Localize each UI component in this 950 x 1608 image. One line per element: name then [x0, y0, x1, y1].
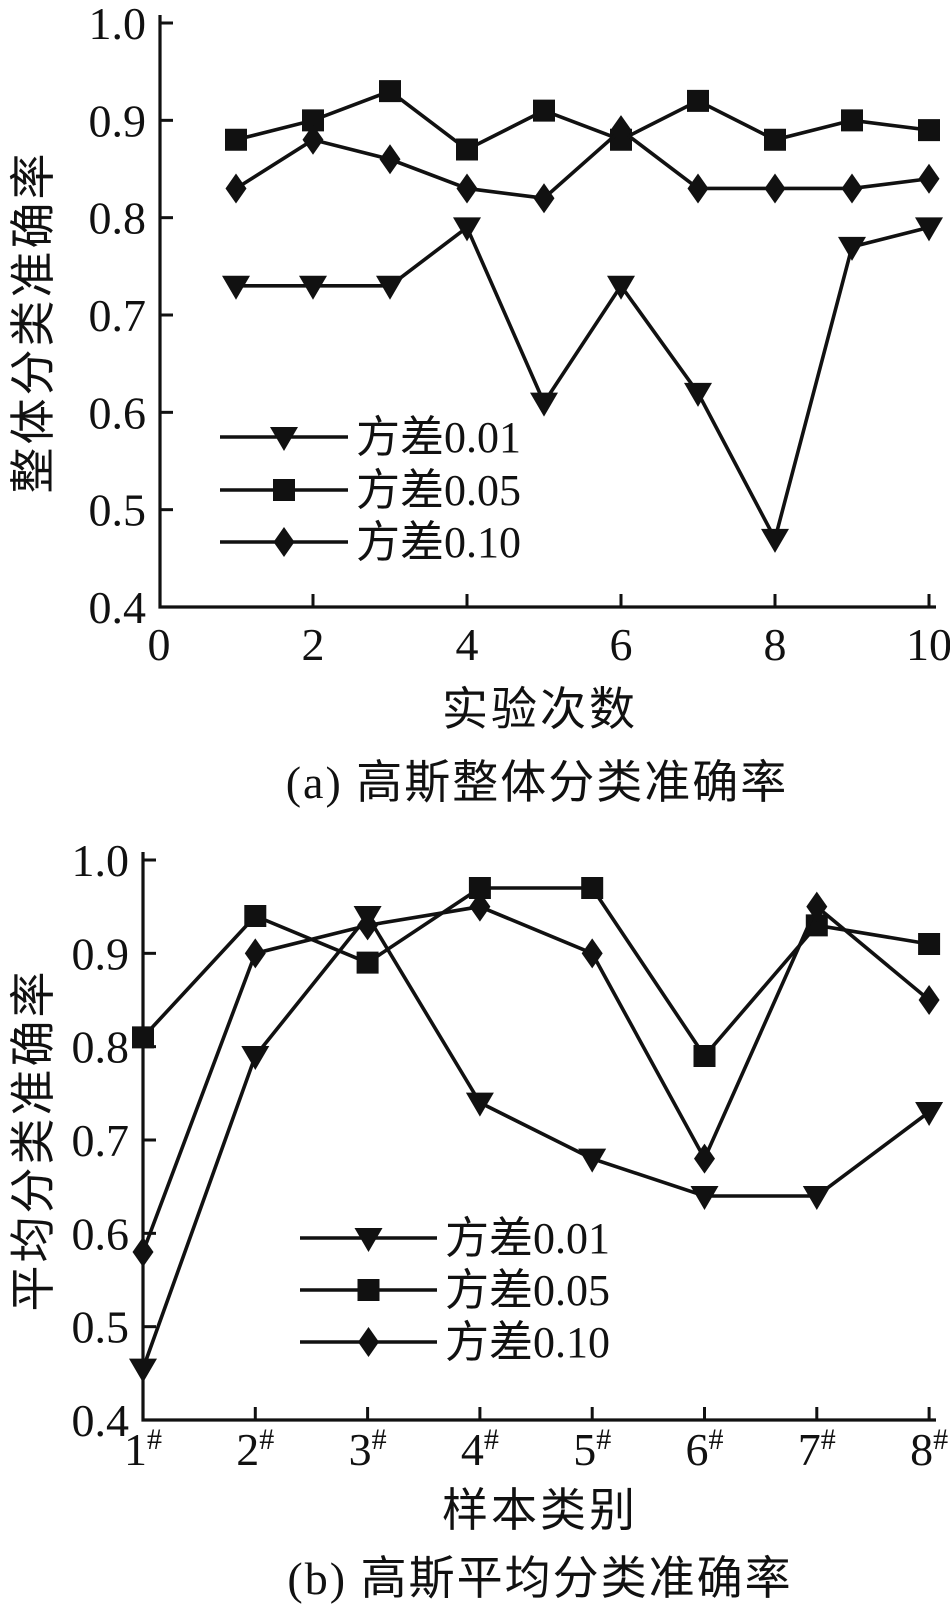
- svg-text:1.0: 1.0: [72, 835, 130, 886]
- svg-text:0.9: 0.9: [72, 928, 130, 979]
- svg-text:8: 8: [764, 619, 787, 670]
- svg-text:2: 2: [302, 619, 325, 670]
- chart-a-ylabel: 整体分类准确率: [8, 150, 59, 494]
- svg-text:0.4: 0.4: [89, 582, 147, 633]
- svg-text:方差0.05: 方差0.05: [356, 466, 521, 515]
- svg-text:0.4: 0.4: [72, 1395, 130, 1446]
- svg-text:0.7: 0.7: [89, 290, 147, 341]
- chart-b-ylabel: 平均分类准确率: [8, 968, 59, 1312]
- svg-text:方差0.01: 方差0.01: [356, 413, 521, 462]
- chart-b-xlabel: 样本类别: [442, 1485, 638, 1536]
- svg-text:10: 10: [906, 619, 950, 670]
- svg-text:4#: 4#: [461, 1423, 499, 1475]
- svg-text:3#: 3#: [349, 1423, 387, 1475]
- chart-a-xlabel: 实验次数: [442, 684, 638, 735]
- svg-text:0.5: 0.5: [72, 1302, 130, 1353]
- svg-text:方差0.05: 方差0.05: [445, 1266, 610, 1315]
- svg-text:方差0.01: 方差0.01: [445, 1214, 610, 1263]
- svg-text:4: 4: [456, 619, 479, 670]
- svg-text:0.6: 0.6: [89, 387, 147, 438]
- svg-text:方差0.10: 方差0.10: [356, 518, 521, 567]
- svg-text:方差0.10: 方差0.10: [445, 1318, 610, 1367]
- svg-text:7#: 7#: [798, 1423, 836, 1475]
- chart-a-caption: (a) 高斯整体分类准确率: [285, 757, 789, 808]
- chart-b-caption: (b) 高斯平均分类准确率: [287, 1553, 793, 1604]
- svg-text:6#: 6#: [686, 1423, 724, 1475]
- chart-a-plot: 1.0 0.9 0.8 0.7 0.6 0.5 0.40 2 4 6 8 10 方差0.01方差0.05…: [89, 0, 950, 670]
- svg-text:0: 0: [148, 619, 171, 670]
- svg-text:5#: 5#: [573, 1423, 611, 1475]
- svg-text:8#: 8#: [910, 1423, 948, 1475]
- svg-text:1#: 1#: [124, 1423, 162, 1475]
- svg-text:0.8: 0.8: [72, 1022, 130, 1073]
- svg-text:0.6: 0.6: [72, 1208, 130, 1259]
- svg-text:2#: 2#: [236, 1423, 274, 1475]
- svg-text:0.7: 0.7: [72, 1115, 130, 1166]
- svg-text:0.5: 0.5: [89, 485, 147, 536]
- chart-b-plot: 1.0 0.9 0.8 0.7 0.6 0.5 0.41# 2# 3# 4# 5# 6# 7# 8# 方差0…: [72, 835, 949, 1475]
- svg-text:6: 6: [610, 619, 633, 670]
- svg-text:0.9: 0.9: [89, 95, 147, 146]
- svg-text:1.0: 1.0: [89, 0, 147, 49]
- svg-text:0.8: 0.8: [89, 193, 147, 244]
